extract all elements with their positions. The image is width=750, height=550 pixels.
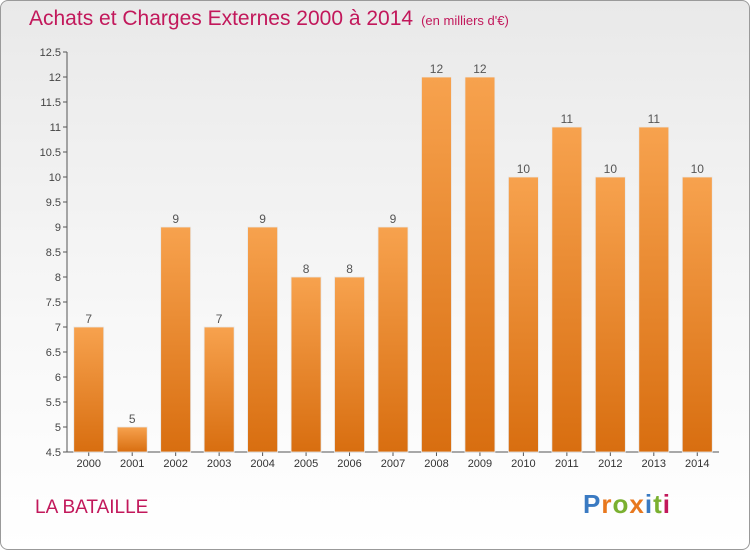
y-tick-label: 11 xyxy=(50,122,61,134)
chart-bars xyxy=(73,76,713,453)
y-tick-label: 8.5 xyxy=(46,247,61,259)
town-name: LA BATAILLE xyxy=(35,497,149,518)
bar-value-label: 10 xyxy=(517,162,531,176)
x-tick-label: 2000 xyxy=(76,458,100,470)
bar-value-label: 10 xyxy=(691,162,705,176)
bar-value-label: 7 xyxy=(216,312,223,326)
bar-value-label: 8 xyxy=(346,262,353,276)
logo-letter: i xyxy=(644,489,654,519)
bar xyxy=(334,276,365,453)
x-tick-label: 2012 xyxy=(598,458,622,470)
bar-value-label: 12 xyxy=(430,62,444,76)
logo-letter: x xyxy=(629,489,645,519)
bar-value-label: 12 xyxy=(473,62,487,76)
bar xyxy=(160,226,192,453)
y-tick-label: 9.5 xyxy=(46,197,61,209)
y-tick-label: 6 xyxy=(55,372,61,384)
chart-subtitle: (en milliers d'€) xyxy=(421,13,509,28)
y-tick-label: 9 xyxy=(55,222,61,234)
y-tick-label: 12 xyxy=(49,72,61,84)
x-tick-label: 2004 xyxy=(250,458,274,470)
bar xyxy=(464,76,496,453)
x-tick-label: 2007 xyxy=(381,458,405,470)
bar-value-label: 9 xyxy=(390,212,397,226)
bar xyxy=(377,226,409,453)
proxiti-logo: Proxiti xyxy=(583,489,671,520)
x-tick-label: 2011 xyxy=(555,458,579,470)
bar xyxy=(73,326,105,453)
chart-title-text: Achats et Charges Externes 2000 à 2014 xyxy=(29,7,414,30)
x-tick-label: 2006 xyxy=(337,458,361,470)
bar-value-label: 11 xyxy=(648,112,661,126)
logo-letter: r xyxy=(601,489,613,519)
bar xyxy=(421,76,452,453)
y-tick-label: 10 xyxy=(49,172,61,184)
y-tick-label: 6.5 xyxy=(46,347,61,359)
bar-value-label: 9 xyxy=(172,212,179,226)
y-tick-label: 8 xyxy=(55,272,61,284)
y-tick-label: 7 xyxy=(55,322,61,334)
bar xyxy=(203,326,235,453)
logo-letter: P xyxy=(583,489,602,519)
bar xyxy=(681,176,713,453)
x-tick-label: 2005 xyxy=(294,458,318,470)
bar-value-label: 5 xyxy=(129,412,136,426)
x-tick-label: 2003 xyxy=(207,458,231,470)
bar xyxy=(116,426,148,453)
logo-letter: i xyxy=(662,489,671,519)
bar-value-label: 10 xyxy=(604,162,618,176)
bar xyxy=(551,126,583,453)
y-tick-label: 5.5 xyxy=(46,397,61,409)
x-tick-label: 2008 xyxy=(424,458,448,470)
x-tick-label: 2009 xyxy=(468,458,492,470)
logo-letter: o xyxy=(612,489,630,519)
bar xyxy=(594,176,626,453)
bar-value-label: 8 xyxy=(303,262,310,276)
bar xyxy=(247,226,278,453)
bar-value-label: 9 xyxy=(259,212,266,226)
logo-letter: t xyxy=(653,489,663,519)
y-tick-label: 7.5 xyxy=(46,297,61,309)
x-tick-label: 2001 xyxy=(120,458,144,470)
y-tick-label: 5 xyxy=(55,422,61,434)
y-tick-label: 10.5 xyxy=(40,147,61,159)
bar-value-label: 11 xyxy=(561,112,574,126)
bar xyxy=(290,276,322,453)
chart-title: Achats et Charges Externes 2000 à 2014 (e… xyxy=(29,7,509,31)
chart-labels: 7 2000 5 2001 9 2002 7 2003 9 2004 8 2005 8 2006 9 2007… xyxy=(76,62,709,470)
x-tick-label: 2010 xyxy=(511,458,535,470)
bar xyxy=(508,176,539,453)
y-tick-label: 11.5 xyxy=(40,97,61,109)
y-tick-label: 12.5 xyxy=(40,47,61,59)
x-tick-label: 2014 xyxy=(685,458,709,470)
y-tick-label: 4.5 xyxy=(46,447,61,459)
x-tick-label: 2002 xyxy=(163,458,187,470)
bar xyxy=(638,126,670,453)
bar-value-label: 7 xyxy=(85,312,92,326)
x-tick-label: 2013 xyxy=(642,458,666,470)
